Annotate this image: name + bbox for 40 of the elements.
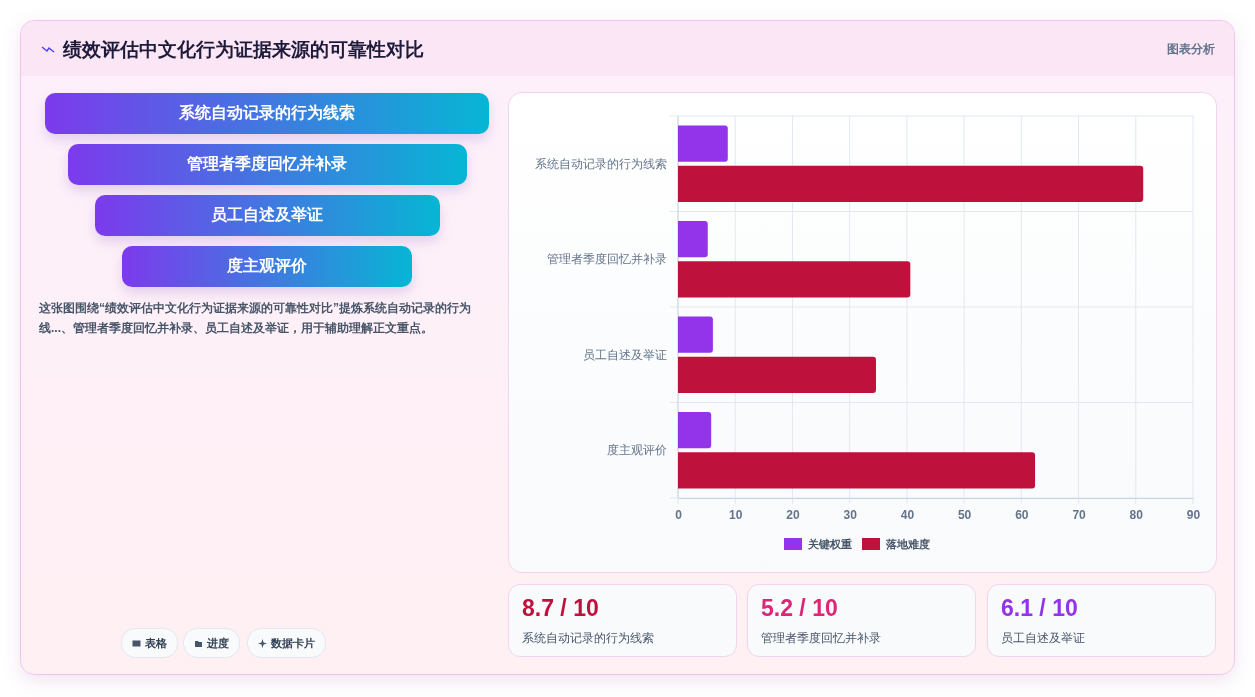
y-tick-label: 员工自述及举证	[583, 347, 667, 362]
category-label: 系统自动记录的行为线索	[45, 93, 489, 134]
x-tick-label: 10	[729, 507, 743, 522]
text: 表格	[145, 635, 167, 651]
text: 8.7 / 10	[522, 595, 599, 622]
bar	[678, 452, 1036, 489]
x-tick-label: 20	[786, 507, 800, 522]
bar	[678, 221, 708, 258]
bar	[678, 261, 911, 298]
x-tick-label: 40	[900, 507, 915, 522]
bar	[678, 412, 712, 449]
bar	[678, 316, 713, 353]
category-label: 管理者季度回忆并补录	[67, 144, 467, 185]
text: 6.1 / 10	[1001, 595, 1078, 622]
text: 图表分析	[1166, 41, 1215, 58]
y-tick-label: 管理者季度回忆并补录	[547, 252, 667, 267]
x-tick-label: 30	[843, 507, 858, 522]
category-label: 员工自述及举证	[1001, 630, 1085, 647]
x-tick-label: 70	[1072, 507, 1087, 522]
text: 这张图围绕“绩效评估中文化行为证据来源的可靠性对比”提炼系统自动记录的行为线...、管理者季度回忆并补录、员工自述及举证，用于辅助理解正文重点。	[39, 300, 472, 337]
text: 数据卡片	[271, 635, 315, 651]
x-tick-label: 60	[1015, 507, 1029, 522]
legend-label: 关键权重	[807, 538, 852, 550]
bar	[678, 125, 728, 162]
category-label: 度主观评价	[122, 246, 412, 287]
text: 绩效评估中文化行为证据来源的可靠性对比	[63, 38, 424, 62]
x-tick-label: 90	[1186, 507, 1201, 522]
x-tick-label: 80	[1129, 507, 1144, 522]
bar	[678, 356, 876, 393]
legend-label: 落地难度	[885, 538, 930, 550]
category-label: 系统自动记录的行为线索	[522, 630, 654, 647]
category-label: 管理者季度回忆并补录	[761, 630, 881, 647]
y-tick-label: 度主观评价	[607, 443, 667, 458]
category-label: 员工自述及举证	[94, 195, 440, 236]
y-tick-label: 系统自动记录的行为线索	[535, 156, 667, 171]
x-tick-label: 50	[957, 507, 972, 522]
text: 进度	[207, 635, 229, 651]
bar	[678, 165, 1144, 202]
x-tick-label: 0	[675, 507, 683, 522]
text: 5.2 / 10	[761, 595, 838, 622]
